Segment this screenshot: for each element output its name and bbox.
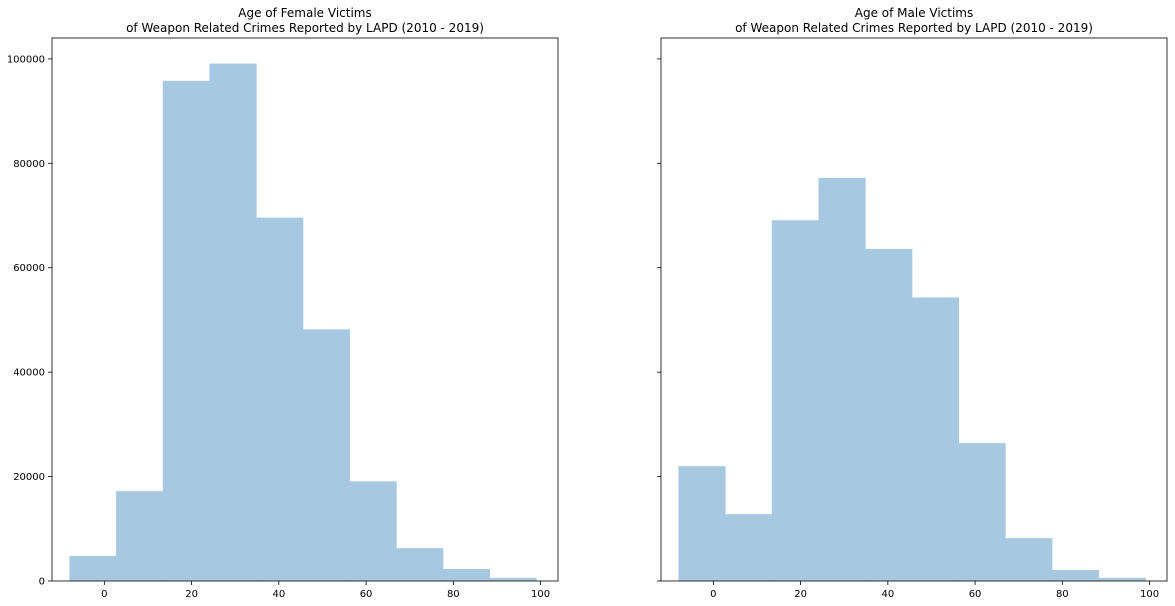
- histogram-bar: [818, 177, 866, 581]
- histogram-bar: [771, 220, 819, 581]
- histogram-bar: [209, 63, 257, 581]
- y-tick-label: 60000: [13, 263, 45, 274]
- x-tick-label: 40: [881, 589, 894, 600]
- y-tick-label: 80000: [13, 159, 45, 170]
- x-tick-label: 80: [1056, 589, 1069, 600]
- x-tick-label: 80: [447, 589, 460, 600]
- female-victims-histogram: Age of Female Victims of Weapon Related …: [7, 6, 559, 600]
- histogram-bar: [256, 217, 304, 582]
- chart-title-line2: of Weapon Related Crimes Reported by LAP…: [735, 21, 1093, 35]
- chart-title-line2: of Weapon Related Crimes Reported by LAP…: [126, 21, 484, 35]
- histogram-bar: [1005, 538, 1053, 581]
- histogram-bar: [116, 491, 164, 581]
- histogram-bar: [69, 555, 117, 581]
- axes-frame: [51, 37, 559, 582]
- x-tick-label: 20: [794, 589, 807, 600]
- histogram-bar: [865, 248, 913, 581]
- histogram-bar: [958, 443, 1006, 581]
- x-tick-label: 40: [272, 589, 285, 600]
- y-tick-label: 100000: [7, 54, 45, 65]
- x-tick-label: 20: [185, 589, 198, 600]
- histogram-bar: [1098, 577, 1146, 581]
- x-tick-label: 0: [710, 589, 716, 600]
- histogram-bar: [678, 466, 726, 581]
- histogram-bar: [442, 568, 491, 581]
- y-tick-label: 0: [39, 577, 45, 588]
- histogram-bar: [725, 514, 773, 581]
- histogram-bar: [302, 329, 350, 581]
- histogram-bar: [911, 297, 959, 581]
- histogram-bar: [1051, 570, 1100, 581]
- histogram-bar: [162, 80, 210, 581]
- histogram-bar: [489, 577, 537, 581]
- x-tick-label: 0: [101, 589, 107, 600]
- histogram-bar: [349, 481, 397, 581]
- chart-title-line1: Age of Female Victims: [238, 6, 371, 20]
- chart-title-line1: Age of Male Victims: [855, 6, 974, 20]
- x-tick-label: 100: [1140, 589, 1159, 600]
- x-tick-label: 60: [360, 589, 373, 600]
- x-tick-label: 60: [969, 589, 982, 600]
- axes-frame: [660, 37, 1168, 582]
- histogram-bar: [396, 548, 444, 581]
- y-tick-label: 40000: [13, 368, 45, 379]
- x-tick-label: 100: [531, 589, 550, 600]
- y-tick-label: 20000: [13, 472, 45, 483]
- male-victims-histogram: Age of Male Victims of Weapon Related Cr…: [657, 6, 1168, 600]
